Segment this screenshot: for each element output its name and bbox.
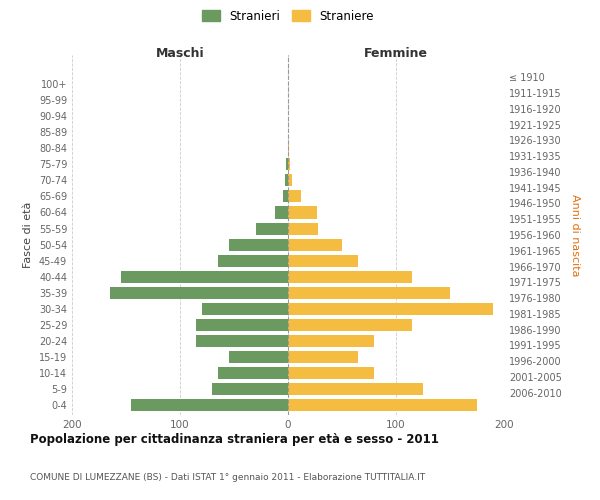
Bar [275, 206, 288, 218]
Bar [196, 335, 288, 347]
Bar [288, 142, 289, 154]
Bar [288, 384, 423, 396]
Bar [288, 206, 317, 218]
Y-axis label: Fasce di età: Fasce di età [23, 202, 33, 268]
Bar [288, 351, 358, 363]
Text: Femmine: Femmine [364, 47, 428, 60]
Bar [288, 254, 358, 266]
Bar [110, 287, 288, 299]
Text: COMUNE DI LUMEZZANE (BS) - Dati ISTAT 1° gennaio 2011 - Elaborazione TUTTITALIA.: COMUNE DI LUMEZZANE (BS) - Dati ISTAT 1°… [30, 473, 425, 482]
Bar [218, 367, 288, 379]
Legend: Stranieri, Straniere: Stranieri, Straniere [197, 5, 379, 28]
Text: Maschi: Maschi [155, 47, 205, 60]
Bar [283, 190, 288, 202]
Bar [256, 222, 288, 234]
Bar [288, 303, 493, 315]
Bar [288, 174, 292, 186]
Bar [229, 238, 288, 250]
Bar [202, 303, 288, 315]
Bar [288, 190, 301, 202]
Text: Popolazione per cittadinanza straniera per età e sesso - 2011: Popolazione per cittadinanza straniera p… [30, 432, 439, 446]
Bar [131, 400, 288, 411]
Bar [121, 271, 288, 283]
Bar [229, 351, 288, 363]
Bar [288, 287, 450, 299]
Bar [288, 367, 374, 379]
Bar [288, 335, 374, 347]
Bar [288, 238, 342, 250]
Bar [196, 319, 288, 331]
Bar [285, 174, 288, 186]
Bar [212, 384, 288, 396]
Bar [288, 319, 412, 331]
Bar [288, 271, 412, 283]
Bar [288, 158, 290, 170]
Bar [288, 400, 477, 411]
Bar [288, 222, 318, 234]
Bar [218, 254, 288, 266]
Y-axis label: Anni di nascita: Anni di nascita [570, 194, 580, 276]
Bar [286, 158, 288, 170]
